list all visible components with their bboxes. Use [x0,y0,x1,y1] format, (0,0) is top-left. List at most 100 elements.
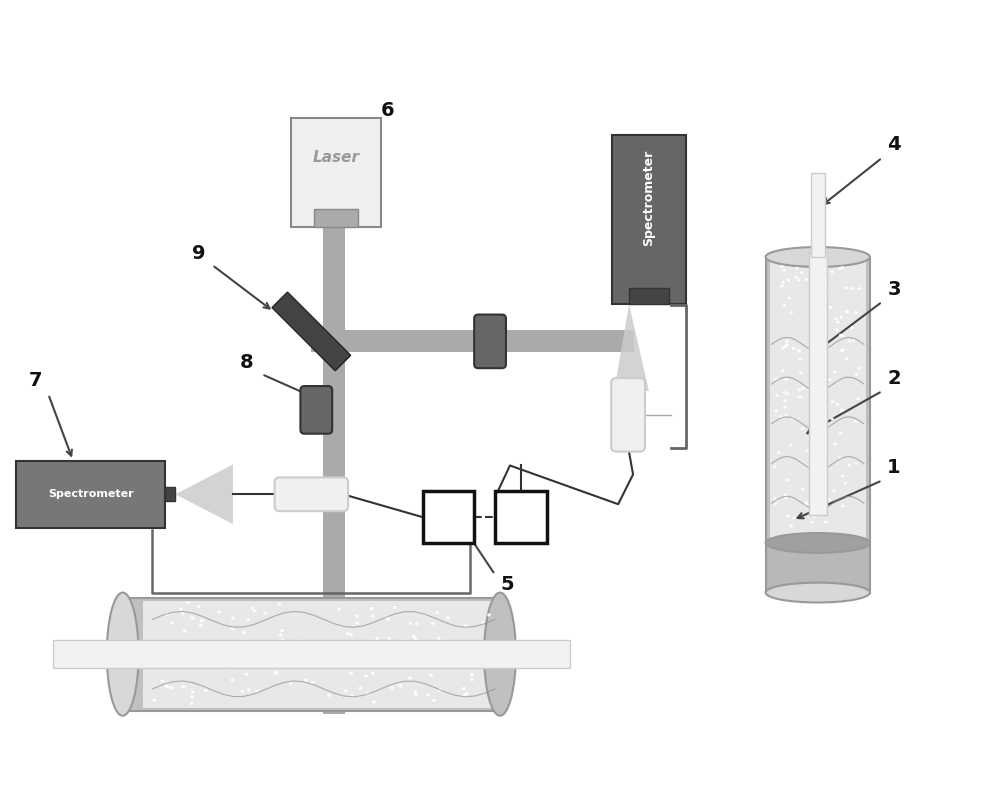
Ellipse shape [839,334,842,336]
Ellipse shape [821,445,825,448]
Ellipse shape [814,455,817,458]
Ellipse shape [179,608,183,611]
Ellipse shape [470,673,474,676]
Ellipse shape [797,278,801,281]
Ellipse shape [845,310,849,313]
Ellipse shape [414,655,418,658]
Ellipse shape [812,374,816,377]
Ellipse shape [414,637,418,641]
Ellipse shape [824,520,828,523]
Ellipse shape [766,533,870,553]
Ellipse shape [855,462,858,465]
Bar [143,601,500,707]
Text: Spectrometer: Spectrometer [642,149,655,245]
Ellipse shape [798,395,802,399]
Ellipse shape [854,420,857,423]
Ellipse shape [366,692,369,695]
Bar [323,227,345,714]
Ellipse shape [821,427,824,430]
Ellipse shape [169,643,172,646]
Ellipse shape [408,622,412,625]
Text: 8: 8 [240,353,253,373]
Ellipse shape [792,347,795,350]
Ellipse shape [782,269,786,272]
Ellipse shape [164,683,168,686]
Ellipse shape [854,311,858,314]
Ellipse shape [839,316,843,319]
Ellipse shape [813,316,817,319]
Ellipse shape [337,608,341,611]
Ellipse shape [766,582,870,603]
Ellipse shape [160,679,164,682]
Ellipse shape [781,369,784,372]
Bar [53,641,570,668]
Ellipse shape [816,488,820,491]
Ellipse shape [277,660,281,663]
Ellipse shape [484,593,516,716]
Ellipse shape [399,685,402,688]
Ellipse shape [327,694,331,697]
Ellipse shape [355,622,359,625]
Ellipse shape [312,661,316,664]
Ellipse shape [399,683,402,686]
Ellipse shape [344,689,348,692]
Ellipse shape [278,602,281,605]
Text: Laser: Laser [313,150,360,165]
Ellipse shape [431,622,434,625]
Ellipse shape [438,689,442,692]
Ellipse shape [218,610,221,613]
Ellipse shape [165,613,169,616]
Ellipse shape [388,637,391,641]
Ellipse shape [851,326,854,329]
Ellipse shape [435,611,439,614]
Ellipse shape [823,352,827,355]
FancyBboxPatch shape [300,386,332,434]
Ellipse shape [371,615,374,618]
Text: 1: 1 [887,458,901,477]
Ellipse shape [836,402,839,406]
Ellipse shape [289,681,292,685]
FancyBboxPatch shape [474,314,506,368]
Ellipse shape [822,321,825,325]
Ellipse shape [422,649,426,652]
Ellipse shape [229,649,233,652]
Ellipse shape [780,285,784,288]
Ellipse shape [421,643,425,646]
Ellipse shape [190,695,194,698]
Ellipse shape [801,428,804,430]
Ellipse shape [364,674,368,678]
Ellipse shape [204,689,208,692]
Ellipse shape [832,489,836,492]
Ellipse shape [858,287,861,290]
Ellipse shape [199,624,203,627]
Text: 5: 5 [500,575,514,593]
Text: 2: 2 [887,369,901,388]
Ellipse shape [781,281,785,284]
Ellipse shape [831,400,834,403]
Ellipse shape [355,615,359,618]
Ellipse shape [375,637,379,641]
Ellipse shape [801,488,804,490]
Ellipse shape [836,321,840,324]
Ellipse shape [835,329,839,332]
Ellipse shape [332,651,335,654]
Ellipse shape [432,699,436,702]
Ellipse shape [798,388,801,391]
Ellipse shape [773,465,777,468]
Ellipse shape [464,624,468,628]
Ellipse shape [857,367,861,369]
Ellipse shape [169,641,173,644]
Bar [495,491,547,543]
Ellipse shape [481,657,485,660]
Ellipse shape [465,692,469,695]
Ellipse shape [230,627,234,630]
Ellipse shape [311,681,314,684]
Polygon shape [614,304,649,391]
Bar [314,209,358,227]
Ellipse shape [811,465,814,468]
Ellipse shape [246,618,250,621]
Ellipse shape [152,699,156,702]
Ellipse shape [429,674,433,677]
Ellipse shape [487,613,491,616]
Ellipse shape [791,417,794,420]
